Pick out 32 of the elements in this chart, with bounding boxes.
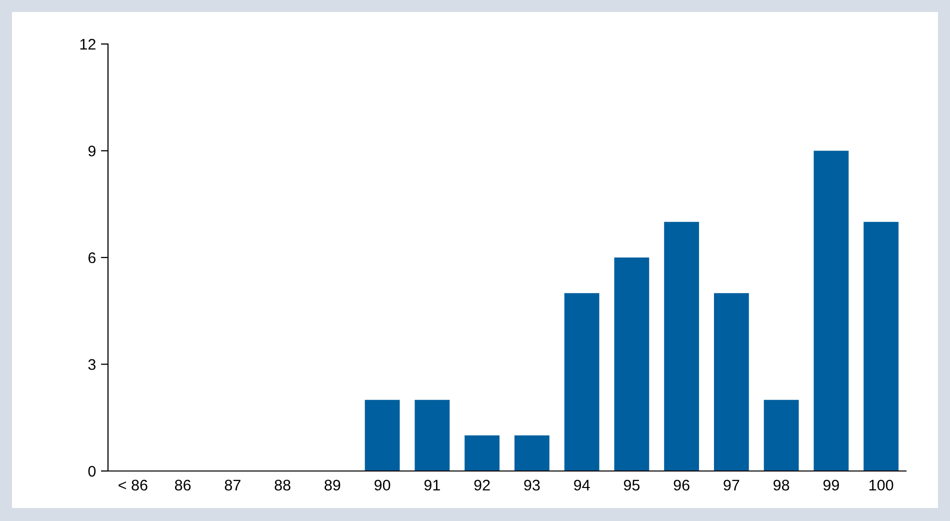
x-tick-label: 98 — [774, 480, 790, 491]
x-tick-label: 92 — [474, 480, 490, 491]
bar — [364, 400, 400, 471]
bar — [864, 222, 899, 471]
bar — [414, 400, 450, 471]
y-tick-label: 9 — [88, 146, 96, 156]
x-tick-label: 97 — [724, 480, 740, 491]
x-tick-label: 90 — [374, 480, 390, 491]
x-tick-label: 95 — [624, 480, 640, 491]
bar — [764, 400, 799, 471]
x-tick-label: 91 — [424, 480, 440, 491]
x-tick-label: 86 — [174, 480, 191, 491]
x-tick-label: 94 — [574, 480, 590, 491]
bar — [464, 435, 500, 471]
y-tick-label: 3 — [88, 359, 96, 370]
bar — [514, 435, 550, 471]
bar — [614, 258, 650, 471]
x-tick-label: 89 — [324, 480, 340, 491]
x-tick-label: 88 — [274, 480, 290, 491]
y-tick-label: 6 — [88, 252, 96, 264]
y-tick-label: 0 — [88, 466, 96, 477]
bar — [814, 150, 849, 471]
x-tick-label: < 86 — [118, 480, 148, 491]
y-tick-label: 12 — [80, 38, 96, 50]
x-tick-label: 96 — [674, 480, 690, 491]
bar — [664, 222, 700, 471]
x-tick-label: 99 — [823, 480, 839, 491]
x-tick-label: 87 — [224, 480, 240, 491]
bar — [564, 293, 600, 471]
x-tick-label: 100 — [869, 480, 894, 491]
x-tick-label: 93 — [524, 480, 540, 491]
bar — [714, 293, 749, 471]
